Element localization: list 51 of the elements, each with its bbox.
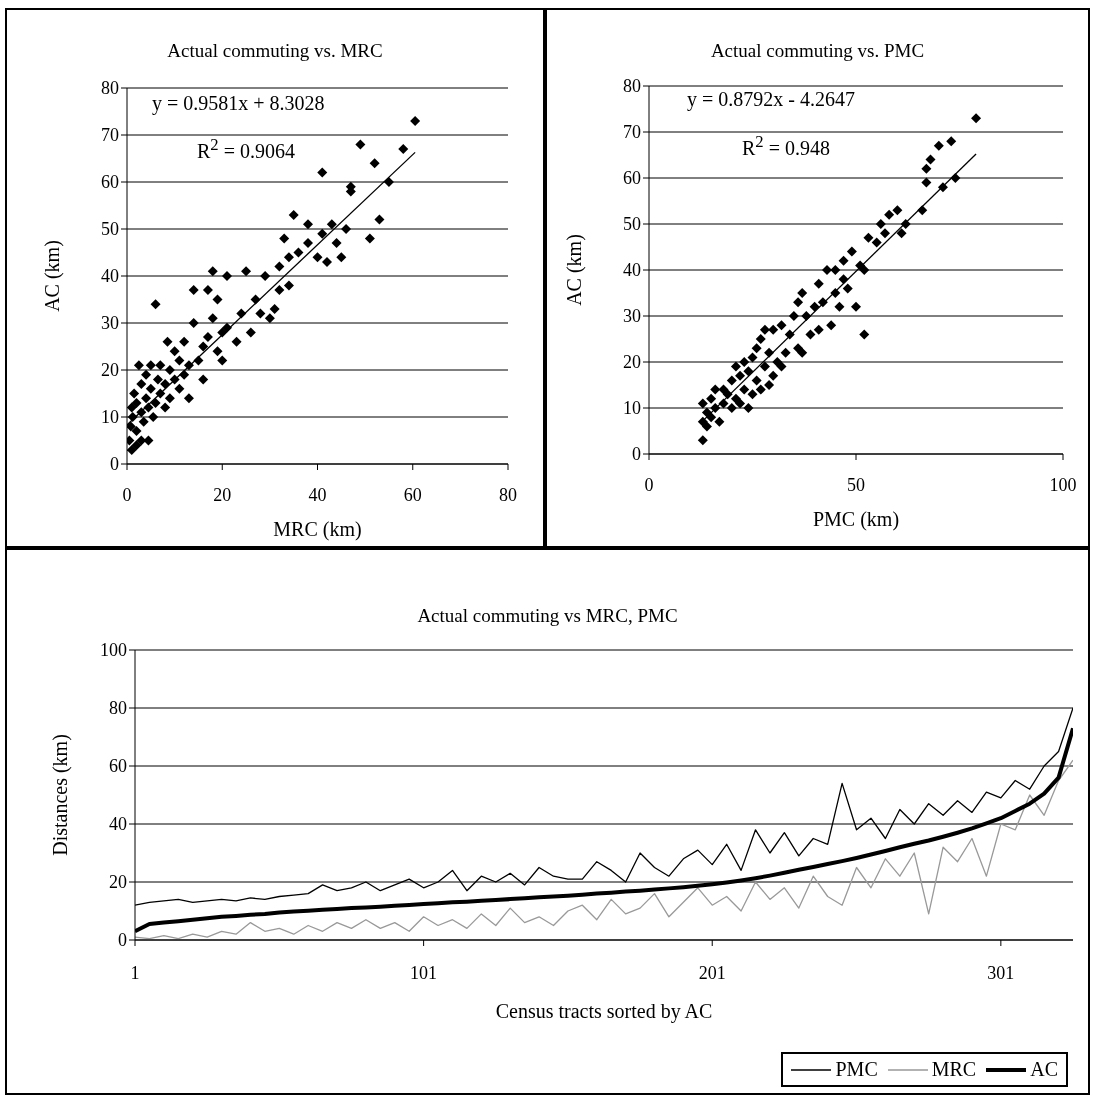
y-tick-label: 20 bbox=[623, 352, 641, 373]
legend-label: PMC bbox=[835, 1058, 878, 1081]
y-tick-label: 80 bbox=[109, 698, 127, 719]
y-tick-label: 80 bbox=[101, 78, 119, 99]
y-axis-title: AC (km) bbox=[41, 240, 65, 312]
y-tick-label: 80 bbox=[623, 76, 641, 97]
chart-title: Actual commuting vs. PMC bbox=[709, 40, 926, 62]
chart-title: Actual commuting vs. MRC bbox=[166, 40, 384, 62]
y-tick-label: 60 bbox=[623, 168, 641, 189]
x-tick-label: 100 bbox=[1049, 474, 1077, 495]
y-tick-label: 100 bbox=[100, 640, 127, 661]
y-tick-label: 0 bbox=[632, 444, 641, 465]
x-tick-label: 101 bbox=[410, 962, 438, 983]
y-axis-title: Distances (km) bbox=[49, 734, 73, 856]
y-tick-label: 0 bbox=[118, 930, 127, 951]
y-tick-label: 40 bbox=[101, 266, 119, 287]
y-tick-label: 50 bbox=[101, 219, 119, 240]
legend-label: MRC bbox=[931, 1058, 977, 1081]
x-tick-label: 1 bbox=[130, 962, 140, 983]
y-tick-label: 10 bbox=[623, 398, 641, 419]
x-tick-label: 80 bbox=[499, 484, 517, 505]
x-tick-label: 60 bbox=[403, 484, 422, 505]
x-axis-title: PMC (km) bbox=[812, 508, 900, 531]
y-tick-label: 30 bbox=[623, 306, 641, 327]
y-tick-label: 50 bbox=[623, 214, 641, 235]
x-axis-title: Census tracts sorted by AC bbox=[495, 1000, 713, 1023]
y-tick-label: 20 bbox=[101, 360, 119, 381]
x-tick-label: 40 bbox=[308, 484, 327, 505]
x-tick-label: 20 bbox=[213, 484, 232, 505]
chart-title: Actual commuting vs MRC, PMC bbox=[416, 605, 679, 627]
y-tick-label: 60 bbox=[101, 172, 119, 193]
y-tick-label: 60 bbox=[109, 756, 127, 777]
annotation: R$^{2}$ = 0.948 bbox=[742, 132, 830, 160]
y-tick-label: 40 bbox=[109, 814, 127, 835]
y-axis-title: AC (km) bbox=[563, 234, 587, 306]
y-tick-label: 70 bbox=[623, 122, 641, 143]
x-tick-label: 301 bbox=[987, 962, 1015, 983]
x-axis-title: MRC (km) bbox=[273, 518, 362, 541]
y-tick-label: 30 bbox=[101, 313, 119, 334]
y-tick-label: 40 bbox=[623, 260, 641, 281]
x-tick-label: 0 bbox=[644, 474, 654, 495]
annotation: R$^{2}$ = 0.9064 bbox=[197, 135, 295, 163]
legend-label: AC bbox=[1030, 1058, 1058, 1081]
y-tick-label: 70 bbox=[101, 125, 119, 146]
x-tick-label: 201 bbox=[698, 962, 726, 983]
annotation: y = 0.8792x - 4.2647 bbox=[687, 88, 855, 111]
y-tick-label: 10 bbox=[101, 407, 119, 428]
x-tick-label: 50 bbox=[847, 474, 865, 495]
y-tick-label: 20 bbox=[109, 872, 127, 893]
annotation: y = 0.9581x + 8.3028 bbox=[152, 92, 325, 115]
y-tick-label: 0 bbox=[110, 454, 119, 475]
